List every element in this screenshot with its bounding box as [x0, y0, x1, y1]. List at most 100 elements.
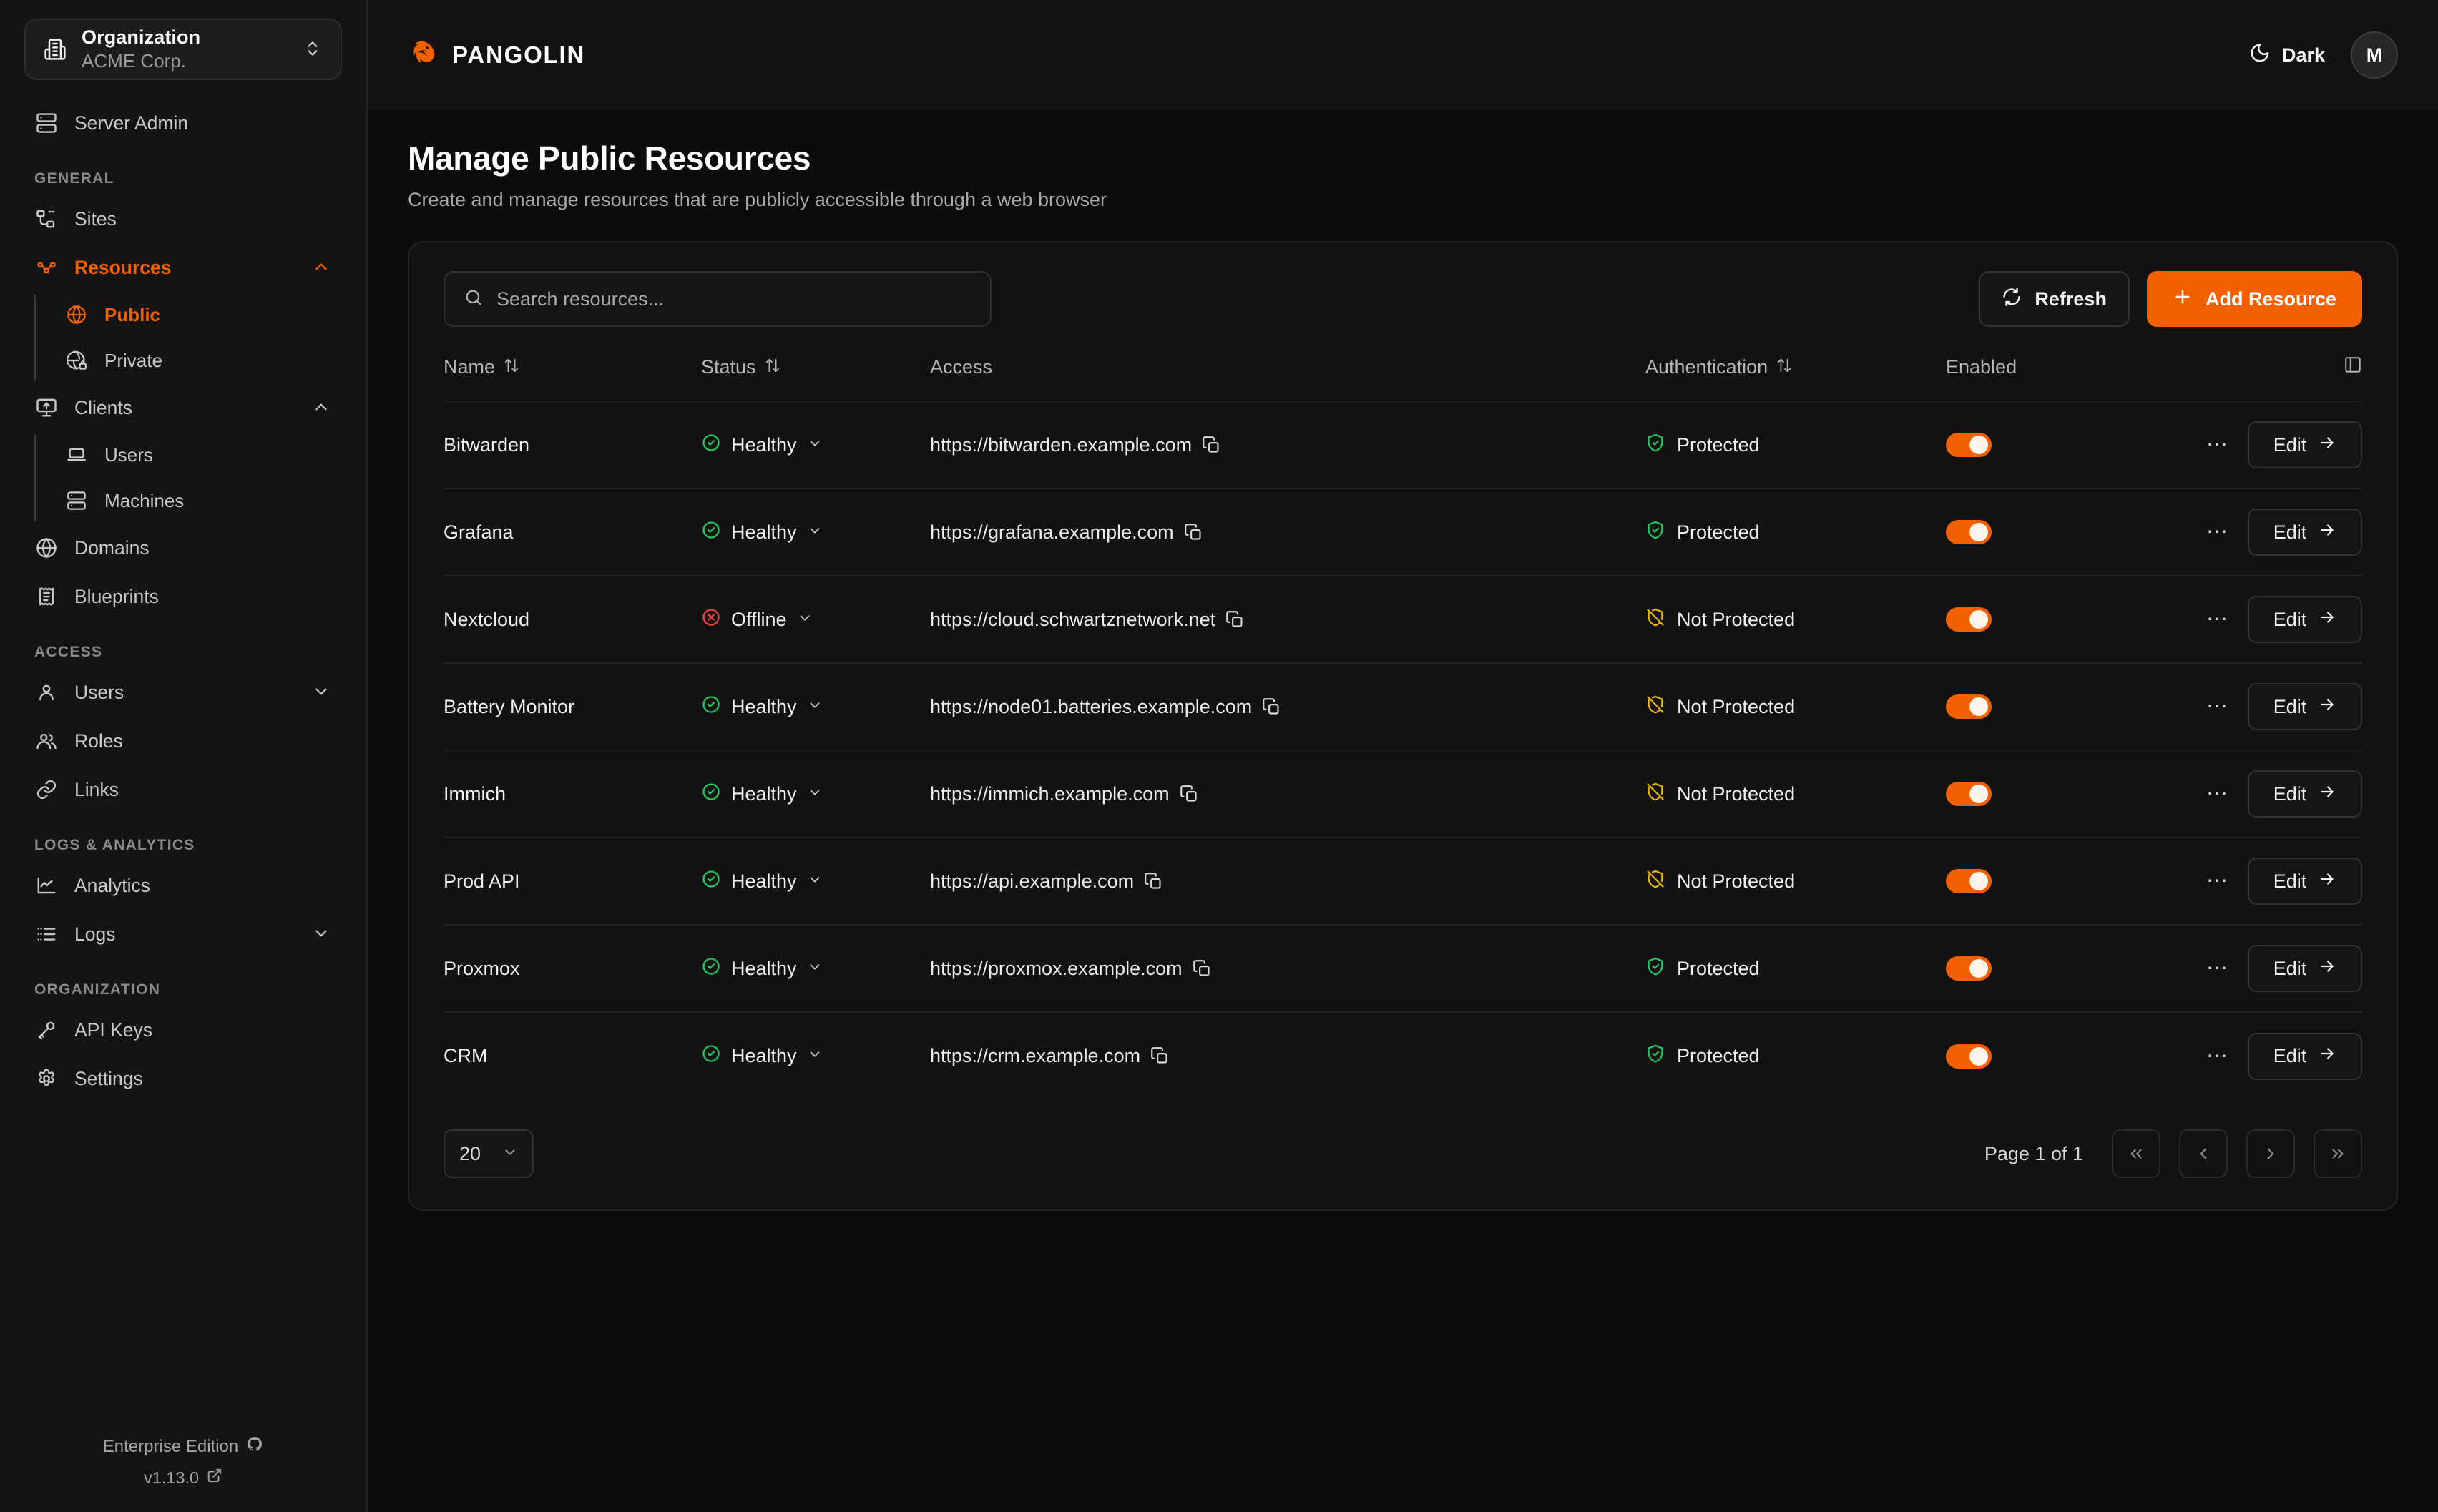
chevron-down-icon[interactable] — [797, 609, 813, 631]
table-row[interactable]: Prod API Healthy https://api.example.com No… — [444, 837, 2362, 925]
status-badge[interactable]: Offline — [701, 607, 930, 632]
chevron-up-icon[interactable] — [312, 398, 332, 418]
resource-url[interactable]: https://immich.example.com — [930, 782, 1170, 805]
sidebar-item-public[interactable]: Public — [54, 292, 342, 338]
sidebar-item-analytics[interactable]: Analytics — [24, 861, 342, 910]
chevron-down-icon[interactable] — [807, 1045, 823, 1067]
github-icon[interactable] — [246, 1435, 263, 1458]
sidebar-item-private[interactable]: Private — [54, 338, 342, 383]
status-badge[interactable]: Healthy — [701, 520, 930, 545]
table-row[interactable]: Nextcloud Offline https://cloud.schwartzne… — [444, 575, 2362, 663]
copy-icon[interactable] — [1193, 959, 1212, 978]
edit-button[interactable]: Edit — [2248, 945, 2362, 992]
table-row[interactable]: Battery Monitor Healthy https://node01.bat… — [444, 662, 2362, 750]
row-menu-icon[interactable]: ⋯ — [2206, 607, 2229, 631]
enabled-toggle[interactable] — [1946, 956, 1992, 981]
sidebar-item-server-admin[interactable]: Server Admin — [24, 99, 342, 147]
enabled-toggle[interactable] — [1946, 782, 1992, 806]
chevron-down-icon[interactable] — [807, 958, 823, 980]
sort-icon[interactable] — [504, 356, 519, 378]
row-menu-icon[interactable]: ⋯ — [2206, 869, 2229, 893]
row-menu-icon[interactable]: ⋯ — [2206, 694, 2229, 718]
column-settings-icon[interactable] — [2344, 355, 2362, 379]
sort-icon[interactable] — [1776, 356, 1792, 378]
edit-button[interactable]: Edit — [2248, 858, 2362, 905]
copy-icon[interactable] — [1225, 610, 1245, 629]
status-badge[interactable]: Healthy — [701, 1044, 930, 1069]
chevron-down-icon[interactable] — [807, 521, 823, 544]
sidebar-item-settings[interactable]: Settings — [24, 1054, 342, 1103]
resource-url[interactable]: https://grafana.example.com — [930, 521, 1174, 543]
enabled-toggle[interactable] — [1946, 869, 1992, 893]
resource-url[interactable]: https://crm.example.com — [930, 1045, 1141, 1066]
sidebar-item-machines[interactable]: Machines — [54, 478, 342, 524]
search-box[interactable] — [444, 271, 992, 327]
status-badge[interactable]: Healthy — [701, 782, 930, 807]
first-page-button[interactable] — [2112, 1129, 2160, 1178]
version-line[interactable]: v1.13.0 — [24, 1468, 342, 1488]
add-resource-button[interactable]: Add Resource — [2146, 271, 2362, 327]
sidebar-item-resources[interactable]: Resources — [24, 243, 342, 292]
copy-icon[interactable] — [1202, 436, 1221, 455]
enabled-toggle[interactable] — [1946, 433, 1992, 457]
status-badge[interactable]: Healthy — [701, 433, 930, 458]
sidebar-item-sites[interactable]: Sites — [24, 195, 342, 243]
row-menu-icon[interactable]: ⋯ — [2206, 782, 2229, 805]
external-link-icon[interactable] — [207, 1468, 222, 1488]
chevron-up-icon[interactable] — [312, 257, 332, 278]
enabled-toggle[interactable] — [1946, 520, 1992, 544]
edit-button[interactable]: Edit — [2248, 770, 2362, 818]
chevron-down-icon[interactable] — [807, 870, 823, 893]
resource-url[interactable]: https://proxmox.example.com — [930, 957, 1183, 979]
edit-button[interactable]: Edit — [2248, 421, 2362, 468]
table-row[interactable]: Grafana Healthy https://grafana.example.co… — [444, 488, 2362, 576]
status-badge[interactable]: Healthy — [701, 869, 930, 894]
resource-url[interactable]: https://bitwarden.example.com — [930, 433, 1193, 456]
table-row[interactable]: Immich Healthy https://immich.example.com N… — [444, 750, 2362, 838]
edit-button[interactable]: Edit — [2248, 683, 2362, 730]
edit-button[interactable]: Edit — [2248, 509, 2362, 556]
sidebar-item-logs[interactable]: Logs — [24, 910, 342, 958]
copy-icon[interactable] — [1180, 785, 1199, 804]
chevron-down-icon[interactable] — [807, 434, 823, 456]
chevron-down-icon[interactable] — [807, 783, 823, 805]
table-row[interactable]: Proxmox Healthy https://proxmox.example.co… — [444, 924, 2362, 1012]
sort-icon[interactable] — [765, 356, 780, 378]
row-menu-icon[interactable]: ⋯ — [2206, 433, 2229, 456]
table-row[interactable]: CRM Healthy https://crm.example.com Protect… — [444, 1011, 2362, 1099]
row-menu-icon[interactable]: ⋯ — [2206, 956, 2229, 980]
status-badge[interactable]: Healthy — [701, 956, 930, 981]
row-menu-icon[interactable]: ⋯ — [2206, 1044, 2229, 1068]
next-page-button[interactable] — [2246, 1129, 2295, 1178]
enabled-toggle[interactable] — [1946, 607, 1992, 632]
copy-icon[interactable] — [1262, 697, 1281, 717]
edition-line[interactable]: Enterprise Edition — [24, 1435, 342, 1458]
previous-page-button[interactable] — [2179, 1129, 2228, 1178]
resource-url[interactable]: https://cloud.schwartznetwork.net — [930, 608, 1216, 630]
sidebar-item-roles[interactable]: Roles — [24, 717, 342, 765]
row-menu-icon[interactable]: ⋯ — [2206, 520, 2229, 544]
search-input[interactable] — [496, 288, 971, 310]
rows-per-page-select[interactable]: 20 — [444, 1129, 534, 1178]
sidebar-item-links[interactable]: Links — [24, 765, 342, 814]
copy-icon[interactable] — [1144, 872, 1163, 891]
copy-icon[interactable] — [1150, 1046, 1170, 1066]
resource-url[interactable]: https://node01.batteries.example.com — [930, 695, 1253, 717]
sidebar-item-users[interactable]: Users — [24, 668, 342, 717]
avatar[interactable]: M — [2351, 31, 2398, 79]
edit-button[interactable]: Edit — [2248, 1032, 2362, 1080]
sidebar-item-client-users[interactable]: Users — [54, 432, 342, 478]
column-header-authentication[interactable]: Authentication — [1645, 355, 1946, 401]
table-row[interactable]: Bitwarden Healthy https://bitwarden.exampl… — [444, 401, 2362, 489]
enabled-toggle[interactable] — [1946, 1044, 1992, 1069]
org-switcher[interactable]: Organization ACME Corp. — [24, 19, 342, 80]
column-header-name[interactable]: Name — [444, 355, 701, 401]
chevron-down-icon[interactable] — [312, 682, 332, 702]
sidebar-item-blueprints[interactable]: Blueprints — [24, 572, 342, 621]
resource-url[interactable]: https://api.example.com — [930, 870, 1135, 892]
theme-toggle[interactable]: Dark — [2249, 42, 2325, 69]
chevron-down-icon[interactable] — [807, 696, 823, 718]
enabled-toggle[interactable] — [1946, 694, 1992, 719]
sidebar-item-api-keys[interactable]: API Keys — [24, 1006, 342, 1054]
last-page-button[interactable] — [2314, 1129, 2362, 1178]
